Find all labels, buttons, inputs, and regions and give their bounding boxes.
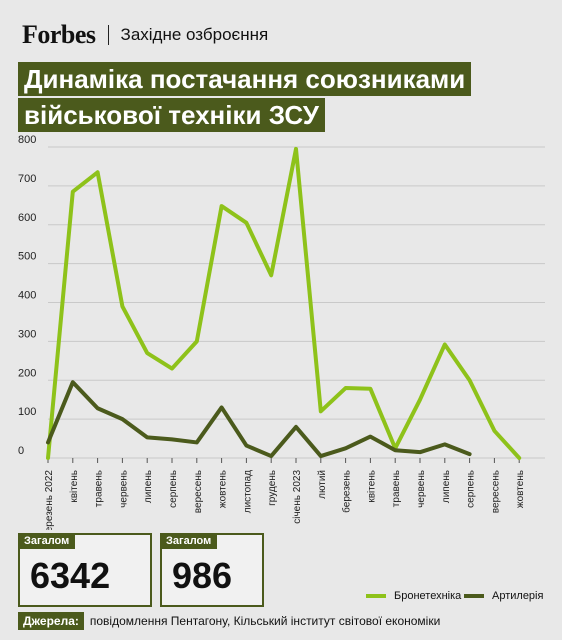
y-tick-label: 0 bbox=[18, 445, 24, 457]
series-line-artillery bbox=[46, 380, 472, 459]
x-tick-label: квітень bbox=[69, 470, 80, 503]
legend-label-armor: Бронетехніка bbox=[394, 590, 462, 602]
y-tick-label: 200 bbox=[18, 367, 36, 379]
source: Джерела: повідомлення Пентагону, Кільськ… bbox=[18, 612, 440, 630]
series-line-armor bbox=[46, 146, 522, 460]
legend-swatch-artillery bbox=[464, 594, 484, 598]
total-armor: Загалом 6342 bbox=[18, 533, 152, 607]
y-tick-label: 400 bbox=[18, 290, 36, 302]
line-chart: 0 100 200 300 400 500 600 700 800 березень 2022 кв… bbox=[18, 135, 545, 530]
legend-item-armor: Бронетехніка bbox=[366, 590, 461, 602]
title-line-2: військової техніки ЗСУ bbox=[18, 98, 325, 132]
header-subtitle: Західне озброєння bbox=[120, 25, 269, 44]
header-separator bbox=[107, 25, 109, 45]
source-text: повідомлення Пентагону, Кільський інстит… bbox=[89, 614, 441, 628]
legend-label-artillery: Артилерія bbox=[492, 590, 544, 602]
x-tick-label: травень bbox=[391, 470, 402, 507]
source-label: Джерела: bbox=[18, 612, 84, 630]
x-tick-label: березень 2022 bbox=[43, 470, 55, 530]
total-armor-label: Загалом bbox=[18, 533, 76, 549]
x-tick-label: лютий bbox=[317, 470, 328, 499]
x-tick-label: листопад bbox=[242, 470, 253, 513]
total-armor-value: 6342 bbox=[30, 555, 111, 596]
total-artillery: Загалом 986 bbox=[160, 533, 264, 607]
x-tick-label: серпень bbox=[168, 470, 179, 508]
x-tick-label: квітень bbox=[366, 470, 377, 503]
legend-swatch-armor bbox=[366, 594, 386, 598]
y-tick-label: 600 bbox=[18, 212, 36, 224]
total-artillery-value: 986 bbox=[172, 555, 233, 596]
x-tick-label: січень 2023 bbox=[292, 470, 303, 524]
y-tick-label: 500 bbox=[18, 251, 36, 263]
x-tick-label: грудень bbox=[267, 470, 278, 506]
legend-item-artillery: Артилерія bbox=[464, 590, 543, 602]
title-line-1: Динаміка постачання союзниками bbox=[18, 62, 472, 96]
x-tick-label: червень bbox=[118, 470, 129, 508]
x-tick-label: жовтень bbox=[218, 470, 229, 508]
y-tick-label: 100 bbox=[18, 406, 36, 418]
header: Forbes Західне озброєння bbox=[22, 20, 268, 50]
x-tick-label: березень bbox=[341, 470, 353, 513]
x-tick-label: серпень bbox=[466, 470, 477, 508]
x-tick-label: вересень bbox=[193, 470, 204, 513]
x-tick-label: липень bbox=[143, 470, 154, 503]
y-tick-label: 300 bbox=[18, 328, 36, 340]
forbes-logo: Forbes bbox=[22, 20, 96, 49]
x-tick-label: вересень bbox=[490, 470, 501, 513]
x-tick-label: червень bbox=[416, 470, 427, 508]
chart-title: Динаміка постачання союзниками військово… bbox=[18, 62, 472, 134]
x-tick-label: травень bbox=[94, 470, 105, 507]
x-tick-label: жовтень bbox=[515, 470, 526, 508]
x-tick-label: липень bbox=[441, 470, 452, 503]
y-tick-label: 700 bbox=[18, 173, 36, 185]
y-tick-label: 800 bbox=[18, 135, 36, 146]
total-artillery-label: Загалом bbox=[160, 533, 218, 549]
